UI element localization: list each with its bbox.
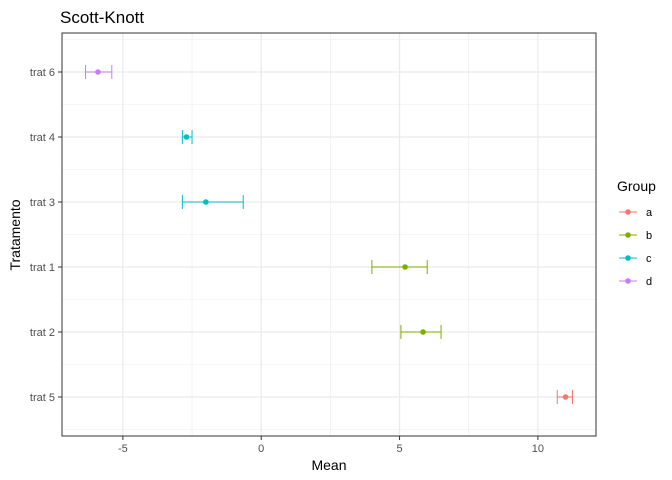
errorbar-point-trat-2 [400,325,442,339]
legend-label: b [646,230,652,242]
errorbar-point-trat-6 [85,65,113,79]
errorbar-point-trat-1 [371,260,428,274]
y-tick-label: trat 4 [30,132,55,144]
legend-key-point [625,209,631,215]
x-axis-title: Mean [311,457,346,473]
legend-label: d [646,276,652,288]
legend-key-point [625,278,631,284]
x-tick-label: 0 [258,443,264,455]
mean-point [420,329,426,335]
legend-key-point [625,255,631,261]
legend-key-point [625,232,631,238]
x-axis: -5 0 5 10 [118,436,544,455]
x-tick-label: 10 [532,443,544,455]
legend-item-d: d [619,276,652,288]
legend-label: c [646,253,652,265]
legend-item-b: b [619,230,652,242]
x-tick-label: 5 [396,443,402,455]
legend-item-a: a [619,207,653,219]
grid-lines [62,33,596,436]
y-tick-label: trat 3 [30,197,55,209]
y-tick-label: trat 6 [30,67,55,79]
mean-point [95,69,101,75]
errorbar-point-trat-3 [181,195,244,209]
errorbar-point-trat-4 [181,130,193,144]
data-marks [85,65,573,404]
legend-title: Group [617,178,656,194]
mean-point [562,394,569,400]
plot-panel-border [61,32,597,437]
y-axis-title: Tratamento [7,199,23,270]
mean-point [183,134,190,140]
mean-point [402,264,408,270]
x-tick-label: -5 [118,443,128,455]
errorbar-point-trat-5 [556,390,573,404]
y-tick-label: trat 2 [30,327,55,339]
mean-point [203,199,209,205]
legend-label: a [646,207,653,219]
chart-title: Scott-Knott [60,8,144,27]
y-tick-label: trat 1 [30,262,55,274]
y-axis: trat 5 trat 2 trat 1 trat 3 trat 4 trat 6 [30,67,62,404]
legend-item-c: c [619,253,652,265]
y-tick-label: trat 5 [30,392,55,404]
